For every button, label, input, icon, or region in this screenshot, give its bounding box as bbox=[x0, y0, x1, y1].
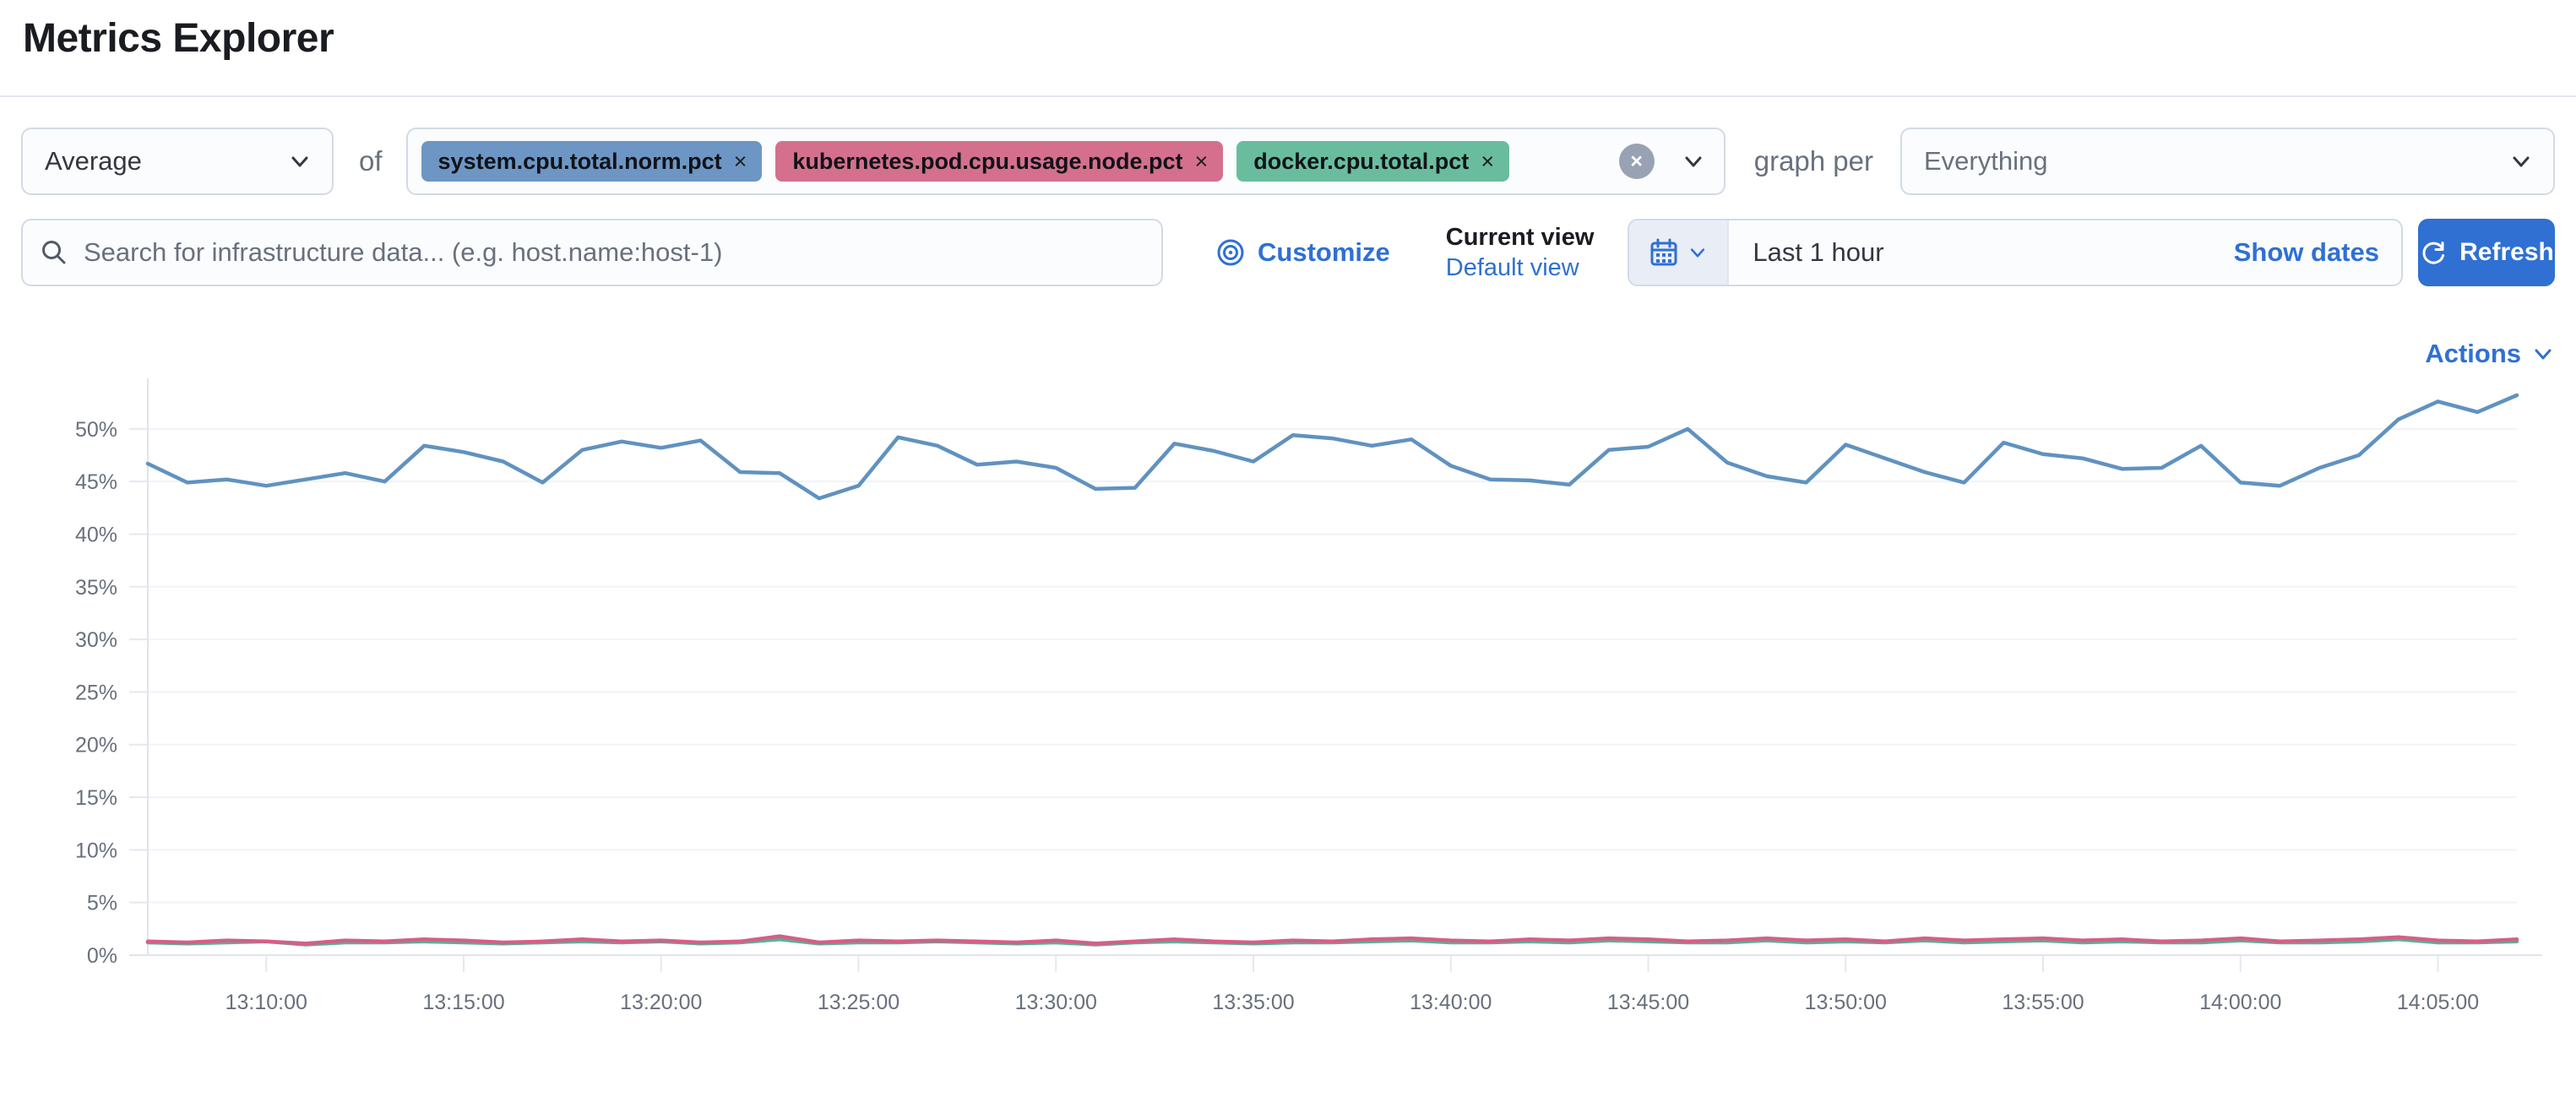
refresh-button[interactable]: Refresh bbox=[2418, 219, 2555, 286]
metric-badge-label: docker.cpu.total.pct bbox=[1253, 148, 1470, 174]
current-view-label: Current view bbox=[1445, 223, 1595, 251]
y-tick-label: 30% bbox=[75, 628, 117, 652]
x-tick-label: 13:35:00 bbox=[1212, 991, 1294, 1014]
chevron-down-icon bbox=[291, 156, 308, 167]
y-tick-label: 15% bbox=[75, 786, 117, 810]
aggregation-value: Average bbox=[45, 146, 142, 176]
metric-badge[interactable]: docker.cpu.total.pct × bbox=[1236, 141, 1510, 182]
y-tick-label: 0% bbox=[87, 944, 117, 968]
metric-badge-label: system.cpu.total.norm.pct bbox=[437, 148, 722, 174]
search-input[interactable] bbox=[84, 237, 1144, 268]
time-range-picker: Last 1 hour Show dates bbox=[1628, 219, 2403, 286]
clear-metrics-button[interactable]: × bbox=[1618, 144, 1655, 179]
metric-badge[interactable]: kubernetes.pod.cpu.usage.node.pct × bbox=[775, 141, 1224, 182]
metric-controls-row: Average of system.cpu.total.norm.pct × kub… bbox=[21, 128, 2555, 195]
x-tick-label: 14:00:00 bbox=[2199, 991, 2281, 1014]
search-field bbox=[21, 219, 1163, 286]
chevron-down-icon[interactable] bbox=[1682, 149, 1705, 173]
x-tick-label: 13:55:00 bbox=[2002, 991, 2084, 1014]
metric-badge[interactable]: system.cpu.total.norm.pct × bbox=[421, 141, 763, 182]
x-tick-label: 13:40:00 bbox=[1410, 991, 1492, 1014]
y-tick-label: 35% bbox=[75, 576, 117, 600]
x-tick-label: 13:30:00 bbox=[1015, 991, 1097, 1014]
remove-metric-icon[interactable]: × bbox=[733, 148, 747, 174]
y-tick-label: 40% bbox=[75, 523, 117, 546]
x-tick-label: 13:50:00 bbox=[1805, 991, 1887, 1014]
calendar-icon bbox=[1650, 238, 1677, 266]
x-tick-label: 13:25:00 bbox=[818, 991, 899, 1014]
series-line-system.cpu.total.norm.pct bbox=[145, 393, 2519, 501]
y-tick-label: 5% bbox=[87, 892, 117, 915]
refresh-icon bbox=[2422, 242, 2445, 264]
metrics-chart[interactable]: 0% 5% 10% 15% 20% 25% 30% 35% 40% 45% 50% 13:10:00 1… bbox=[21, 374, 2555, 1041]
default-view-link[interactable]: Default view bbox=[1445, 254, 1579, 281]
actions-label: Actions bbox=[2425, 339, 2521, 368]
x-tick-label: 14:05:00 bbox=[2397, 991, 2479, 1014]
actions-row: Actions bbox=[21, 339, 2555, 369]
customize-button[interactable]: Customize bbox=[1215, 237, 1390, 268]
group-by-value: Everything bbox=[1924, 146, 2048, 176]
aggregation-select[interactable]: Average bbox=[21, 128, 334, 195]
x-tick-label: 13:10:00 bbox=[226, 991, 307, 1014]
remove-metric-icon[interactable]: × bbox=[1194, 148, 1209, 174]
metric-badge-label: kubernetes.pod.cpu.usage.node.pct bbox=[792, 148, 1183, 174]
y-tick-label: 20% bbox=[75, 734, 117, 758]
y-tick-label: 25% bbox=[75, 681, 117, 704]
time-range-value[interactable]: Last 1 hour bbox=[1753, 237, 1884, 267]
y-tick-label: 10% bbox=[75, 839, 117, 862]
y-tick-label: 50% bbox=[75, 418, 117, 442]
refresh-label: Refresh bbox=[2459, 238, 2554, 266]
metric-badge-list: system.cpu.total.norm.pct × kubernetes.pod… bbox=[421, 141, 1607, 182]
header-divider bbox=[0, 95, 2576, 97]
of-label: of bbox=[359, 145, 383, 177]
x-tick-label: 13:45:00 bbox=[1607, 991, 1689, 1014]
remove-metric-icon[interactable]: × bbox=[1481, 148, 1495, 174]
line-chart[interactable]: 0% 5% 10% 15% 20% 25% 30% 35% 40% 45% 50% 13:10:00 1… bbox=[21, 374, 2555, 1041]
x-tick-label: 13:15:00 bbox=[422, 991, 504, 1014]
series-line-kubernetes.pod.cpu.usage.node.pct bbox=[145, 934, 2519, 946]
actions-menu-button[interactable]: Actions bbox=[2425, 339, 2555, 369]
group-by-select[interactable]: Everything bbox=[1900, 128, 2555, 195]
view-picker: Current view Default view bbox=[1446, 222, 1595, 284]
chevron-down-icon bbox=[1691, 248, 1705, 258]
customize-label: Customize bbox=[1258, 237, 1390, 267]
show-dates-button[interactable]: Show dates bbox=[2233, 237, 2379, 267]
metric-combobox[interactable]: system.cpu.total.norm.pct × kubernetes.pod… bbox=[405, 128, 1725, 195]
chevron-down-icon bbox=[2535, 349, 2552, 360]
quick-select-button[interactable] bbox=[1629, 220, 1730, 285]
graph-per-label: graph per bbox=[1753, 145, 1873, 177]
search-icon bbox=[42, 241, 66, 264]
metrics-explorer-page: Metrics Explorer Average of system.cpu.t… bbox=[0, 16, 2576, 1041]
chevron-down-icon bbox=[2513, 156, 2530, 167]
toolbar-row: Customize Current view Default view bbox=[21, 219, 2555, 286]
eye-icon bbox=[1217, 239, 1244, 266]
x-tick-label: 13:20:00 bbox=[620, 991, 702, 1014]
page-title: Metrics Explorer bbox=[23, 16, 334, 61]
y-tick-label: 45% bbox=[75, 470, 117, 494]
